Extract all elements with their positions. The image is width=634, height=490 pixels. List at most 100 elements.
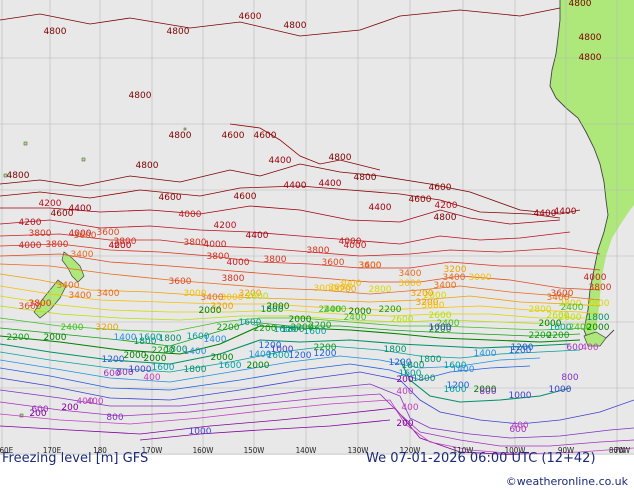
contour-label-2400: 2400 (344, 313, 367, 323)
contour-label-1000: 1000 (271, 345, 294, 355)
contour-4600-line-1 (229, 123, 381, 171)
contour-label-1200: 1200 (509, 346, 532, 356)
contour-label-3000: 3000 (469, 273, 492, 283)
contour-label-1800: 1800 (282, 325, 305, 335)
contour-label-1600: 1600 (239, 318, 262, 328)
contour-label-3000: 3000 (339, 279, 362, 289)
contour-label-1200: 1200 (389, 358, 412, 368)
contour-label-2000: 2000 (587, 323, 610, 333)
contour-label-2200: 2200 (309, 321, 332, 331)
contour-label-1600: 1600 (187, 332, 210, 342)
contour-label-3600: 3600 (359, 261, 382, 271)
longitude-tick-100w: 100W (505, 446, 526, 455)
tierra-del-fuego (583, 331, 607, 347)
contour-label-1200: 1200 (259, 341, 282, 351)
contour-label-1000: 1000 (429, 323, 452, 333)
contour-label-1000: 1000 (509, 391, 532, 401)
contour-label-4400: 4400 (246, 231, 269, 241)
contour-label-1400: 1400 (452, 365, 475, 375)
contour-label-3800: 3800 (207, 252, 230, 262)
longitude-tick-170e: 170E (43, 446, 62, 455)
contour-label-1800: 1800 (134, 337, 157, 347)
footer-strip (0, 455, 634, 490)
contour-label-4800: 4800 (354, 173, 377, 183)
graticule (0, 0, 634, 455)
contour-label-4800: 4800 (169, 131, 192, 141)
contour-label-2000: 2000 (267, 302, 290, 312)
contour-label-4800: 4800 (579, 33, 602, 43)
contour-1400-line-0 (0, 355, 541, 383)
contour-label-2200: 2200 (291, 323, 314, 333)
contour-label-600: 600 (509, 425, 526, 435)
contour-label-2400: 2400 (569, 323, 592, 333)
contour-label-4800: 4800 (167, 27, 190, 37)
contour-label-4200: 4200 (109, 241, 132, 251)
contour-label-1600: 1600 (399, 369, 422, 379)
contour-label-1000: 1000 (549, 385, 572, 395)
contour-label-2400: 2400 (319, 305, 342, 315)
contour-label-4600: 4600 (51, 209, 74, 219)
new-zealand-north-island (61, 251, 85, 283)
contour-4200-line-0 (0, 219, 571, 245)
contour-label-2200: 2200 (429, 325, 452, 335)
contour-label-3000: 3000 (221, 293, 244, 303)
contour-label-1400: 1400 (184, 347, 207, 357)
contour-label-4000: 4000 (19, 241, 42, 251)
contour-label-4400: 4400 (534, 209, 557, 219)
contour-label-3200: 3200 (416, 298, 439, 308)
contour-400-line-0 (0, 399, 634, 455)
longitude-tick-150w: 150W (244, 446, 265, 455)
contour-1800-line-0 (0, 339, 571, 365)
contour-label-800: 800 (479, 387, 496, 397)
contour-label-3400: 3400 (97, 289, 120, 299)
contour-label-3600: 3600 (169, 277, 192, 287)
contour-label-200: 200 (396, 375, 413, 385)
contour-3400-line-0 (0, 263, 601, 301)
contour-label-4400: 4400 (69, 204, 92, 214)
contour-label-1800: 1800 (402, 361, 425, 371)
contour-label-1600: 1600 (444, 361, 467, 371)
contour-label-4000: 4000 (584, 273, 607, 283)
contour-label-2000: 2000 (144, 354, 167, 364)
contour-label-3400: 3400 (443, 273, 466, 283)
contour-label-3000: 3000 (329, 283, 352, 293)
contour-label-2400: 2400 (561, 303, 584, 313)
contour-labels: 4800 480046004800480048004800480046004800… (7, 0, 612, 437)
contour-label-3800: 3800 (264, 255, 287, 265)
longitude-tick-170w: 170W (142, 446, 163, 455)
contour-label-1600: 1600 (549, 323, 572, 333)
contour-label-2600: 2600 (429, 311, 452, 321)
contour-label-800: 800 (116, 368, 133, 378)
contour-label-1400: 1400 (249, 350, 272, 360)
valid-time: We 07-01-2026 06:00 UTC (12+42) (366, 451, 596, 466)
longitude-tick-160w: 160W (193, 446, 214, 455)
contour-label-4600: 4600 (234, 192, 257, 202)
contour-label-2600: 2600 (246, 292, 269, 302)
contour-label-2000: 2000 (289, 315, 312, 325)
contour-600-line-0 (0, 393, 634, 447)
contour-label-4800: 4800 (284, 21, 307, 31)
contour-label-4000: 4000 (179, 210, 202, 220)
contour-label-2800: 2800 (424, 291, 447, 301)
contour-label-3400: 3400 (399, 269, 422, 279)
contour-label-2400: 2400 (61, 323, 84, 333)
contour-label-4800: 4800 (329, 153, 352, 163)
contour-label-3400: 3400 (434, 281, 457, 291)
contour-label-200: 200 (396, 419, 413, 429)
contour-label-3000: 3000 (399, 279, 422, 289)
contour-label-1200: 1200 (102, 355, 125, 365)
contour-label-400: 400 (86, 397, 103, 407)
contour-2000-line-0 (0, 325, 581, 355)
contour-label-2200: 2200 (152, 346, 175, 356)
contour-label-4400: 4400 (284, 181, 307, 191)
contour-label-3400: 3400 (69, 291, 92, 301)
longitude-tick-80w: 80W (609, 446, 625, 455)
contour-label-3600: 3600 (19, 302, 42, 312)
contour-200-line-0 (0, 407, 521, 456)
contour-label-3000: 3000 (184, 289, 207, 299)
contour-label-400: 400 (396, 387, 413, 397)
contour-label-3200: 3200 (411, 289, 434, 299)
contour-label-4400: 4400 (269, 156, 292, 166)
contour-label-2600: 2600 (547, 311, 570, 321)
